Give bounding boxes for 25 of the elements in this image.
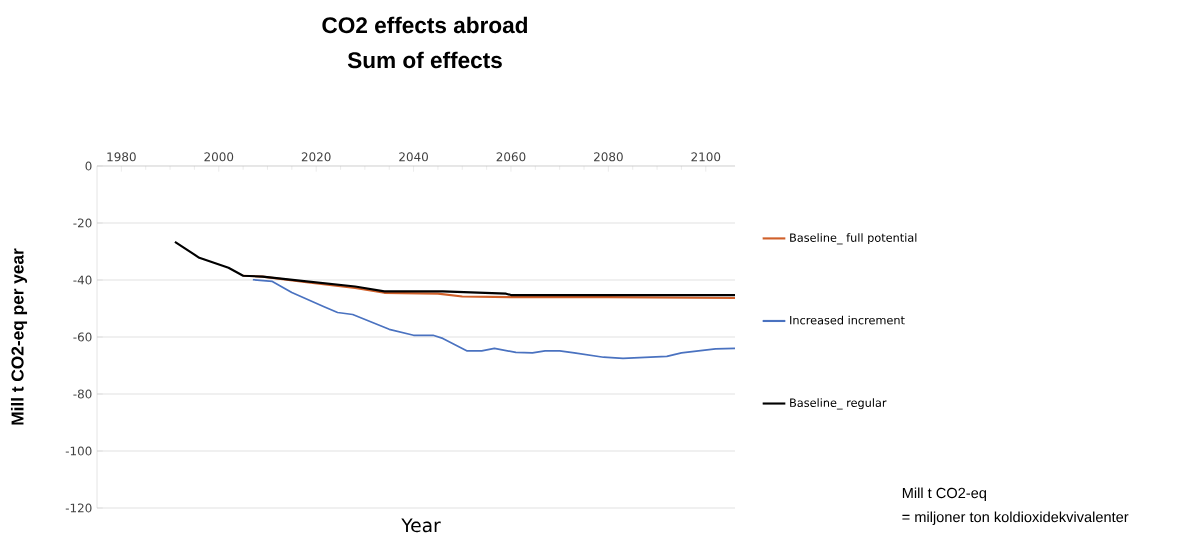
x-tick-label: 1980 [107,152,136,162]
x-tick-label: 2020 [301,152,331,162]
chart-subtitle: Sum of effects [347,51,502,69]
legend-label: Baseline_ regular [790,398,887,410]
y-tick-label: -100 [65,446,92,456]
x-tick-label: 2040 [399,152,428,162]
line-series [173,240,736,297]
text: Mill t CO2-eq [902,487,986,502]
x-tick-label: 2060 [496,152,526,162]
y-tick-label: -20 [73,218,92,228]
x-tick-label: 2080 [594,152,623,162]
y-tick-label: 0 [85,161,92,171]
legend-label: Baseline_ full potential [790,233,917,245]
y-tick-label: -40 [73,275,92,285]
y-tick-label: -60 [73,332,92,342]
y-axis-title: Mill t CO2-eq per year [10,248,28,425]
chart-title: CO2 effects abroad [322,16,528,34]
legend-label: Increased increment [790,315,905,325]
line-series [251,278,736,360]
x-axis-title: Year [401,518,441,533]
x-tick-label: 2100 [691,152,721,162]
x-tick-label: 2000 [204,152,234,162]
y-tick-label: -80 [73,389,92,399]
y-tick-label: -120 [65,503,92,513]
text: = miljoner ton koldioxidekvivalenter [902,511,1129,526]
